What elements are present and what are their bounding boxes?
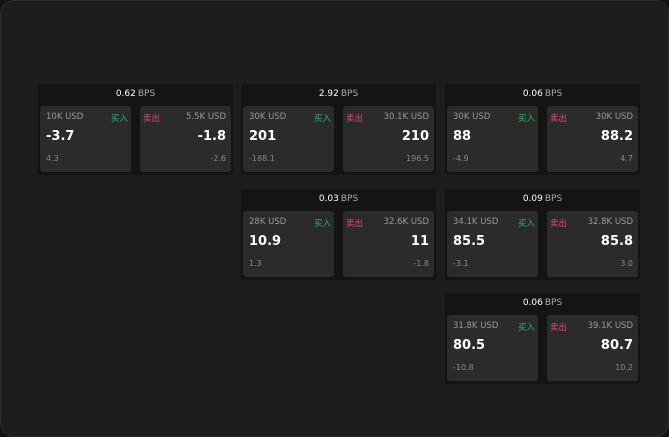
sell-price: 210 bbox=[401, 129, 429, 144]
buy-change: -188.1 bbox=[249, 154, 275, 163]
sell-size: 30.1K USD bbox=[383, 112, 429, 122]
sell-price: 11 bbox=[410, 234, 429, 249]
buy-change: -4.9 bbox=[453, 154, 469, 163]
sell-change: 196.5 bbox=[406, 154, 429, 163]
buy-box[interactable]: 30K USD 买入 88 -4.9 bbox=[447, 106, 538, 172]
buy-price: -3.7 bbox=[46, 129, 75, 144]
buy-size: 30K USD bbox=[249, 112, 287, 122]
buy-size: 28K USD bbox=[249, 217, 287, 227]
spread-value: 2.92 bbox=[318, 89, 339, 99]
sell-box[interactable]: 卖出 39.1K USD 80.7 10.2 bbox=[547, 315, 638, 381]
buy-size: 30K USD bbox=[453, 112, 491, 122]
buy-box[interactable]: 10K USD 买入 -3.7 4.3 bbox=[40, 106, 131, 172]
sell-price: -1.8 bbox=[197, 129, 226, 144]
quote-card: 0.62 BPS 10K USD 买入 -3.7 4.3 卖出 5.5K USD … bbox=[38, 84, 233, 175]
spread-unit: BPS bbox=[340, 194, 359, 204]
sell-box[interactable]: 卖出 32.6K USD 11 -1.8 bbox=[343, 211, 434, 277]
buy-label: 买入 bbox=[517, 219, 535, 229]
buy-box[interactable]: 31.8K USD 买入 80.5 -10.8 bbox=[447, 315, 538, 381]
spread-unit: BPS bbox=[544, 194, 563, 204]
buy-price: 201 bbox=[249, 129, 277, 144]
sell-price: 88.2 bbox=[600, 129, 633, 144]
spread-header: 0.03 BPS bbox=[241, 189, 436, 209]
buy-box[interactable]: 34.1K USD 买入 85.5 -3.1 bbox=[447, 211, 538, 277]
buy-price: 85.5 bbox=[453, 234, 486, 249]
sell-change: 10.2 bbox=[615, 363, 633, 372]
spread-header: 0.62 BPS bbox=[38, 84, 233, 104]
sell-size: 30K USD bbox=[595, 112, 633, 122]
quote-card: 0.06 BPS 30K USD 买入 88 -4.9 卖出 30K USD 88… bbox=[445, 84, 640, 175]
buy-change: -3.1 bbox=[453, 259, 469, 268]
spread-unit: BPS bbox=[544, 89, 563, 99]
spread-value: 0.06 bbox=[522, 89, 543, 99]
sell-box[interactable]: 卖出 30K USD 88.2 4.7 bbox=[547, 106, 638, 172]
sell-label: 卖出 bbox=[346, 219, 364, 229]
spread-header: 0.06 BPS bbox=[445, 293, 640, 313]
spread-unit: BPS bbox=[544, 298, 563, 308]
spread-header: 2.92 BPS bbox=[241, 84, 436, 104]
spread-header: 0.09 BPS bbox=[445, 189, 640, 209]
sell-size: 32.8K USD bbox=[587, 217, 633, 227]
sell-label: 卖出 bbox=[550, 219, 568, 229]
buy-size: 10K USD bbox=[46, 112, 84, 122]
sell-box[interactable]: 卖出 32.8K USD 85.8 3.0 bbox=[547, 211, 638, 277]
sell-change: -1.8 bbox=[413, 259, 429, 268]
spread-header: 0.06 BPS bbox=[445, 84, 640, 104]
buy-change: -10.8 bbox=[453, 363, 474, 372]
sell-label: 卖出 bbox=[550, 323, 568, 333]
buy-size: 31.8K USD bbox=[453, 321, 499, 331]
buy-label: 买入 bbox=[313, 114, 331, 124]
sell-change: 3.0 bbox=[620, 259, 633, 268]
spread-value: 0.09 bbox=[522, 194, 543, 204]
quote-card: 2.92 BPS 30K USD 买入 201 -188.1 卖出 30.1K U… bbox=[241, 84, 436, 175]
sell-label: 卖出 bbox=[346, 114, 364, 124]
spread-value: 0.03 bbox=[318, 194, 339, 204]
buy-label: 买入 bbox=[517, 323, 535, 333]
sell-box[interactable]: 卖出 30.1K USD 210 196.5 bbox=[343, 106, 434, 172]
sell-size: 5.5K USD bbox=[186, 112, 226, 122]
buy-price: 80.5 bbox=[453, 338, 486, 353]
spread-unit: BPS bbox=[340, 89, 359, 99]
spread-value: 0.06 bbox=[522, 298, 543, 308]
buy-label: 买入 bbox=[313, 219, 331, 229]
sell-label: 卖出 bbox=[550, 114, 568, 124]
spread-unit: BPS bbox=[137, 89, 156, 99]
sell-change: 4.7 bbox=[620, 154, 633, 163]
sell-price: 85.8 bbox=[600, 234, 633, 249]
buy-change: 1.3 bbox=[249, 259, 262, 268]
quote-card: 0.03 BPS 28K USD 买入 10.9 1.3 卖出 32.6K USD… bbox=[241, 189, 436, 280]
sell-change: -2.6 bbox=[210, 154, 226, 163]
sell-price: 80.7 bbox=[600, 338, 633, 353]
buy-price: 88 bbox=[453, 129, 472, 144]
quote-card: 0.09 BPS 34.1K USD 买入 85.5 -3.1 卖出 32.8K … bbox=[445, 189, 640, 280]
buy-change: 4.3 bbox=[46, 154, 59, 163]
buy-label: 买入 bbox=[517, 114, 535, 124]
sell-box[interactable]: 卖出 5.5K USD -1.8 -2.6 bbox=[140, 106, 231, 172]
buy-box[interactable]: 28K USD 买入 10.9 1.3 bbox=[243, 211, 334, 277]
buy-price: 10.9 bbox=[249, 234, 282, 249]
sell-size: 39.1K USD bbox=[587, 321, 633, 331]
buy-label: 买入 bbox=[110, 114, 128, 124]
quote-card: 0.06 BPS 31.8K USD 买入 80.5 -10.8 卖出 39.1K… bbox=[445, 293, 640, 384]
sell-size: 32.6K USD bbox=[383, 217, 429, 227]
sell-label: 卖出 bbox=[143, 114, 161, 124]
spread-value: 0.62 bbox=[115, 89, 136, 99]
buy-size: 34.1K USD bbox=[453, 217, 499, 227]
buy-box[interactable]: 30K USD 买入 201 -188.1 bbox=[243, 106, 334, 172]
